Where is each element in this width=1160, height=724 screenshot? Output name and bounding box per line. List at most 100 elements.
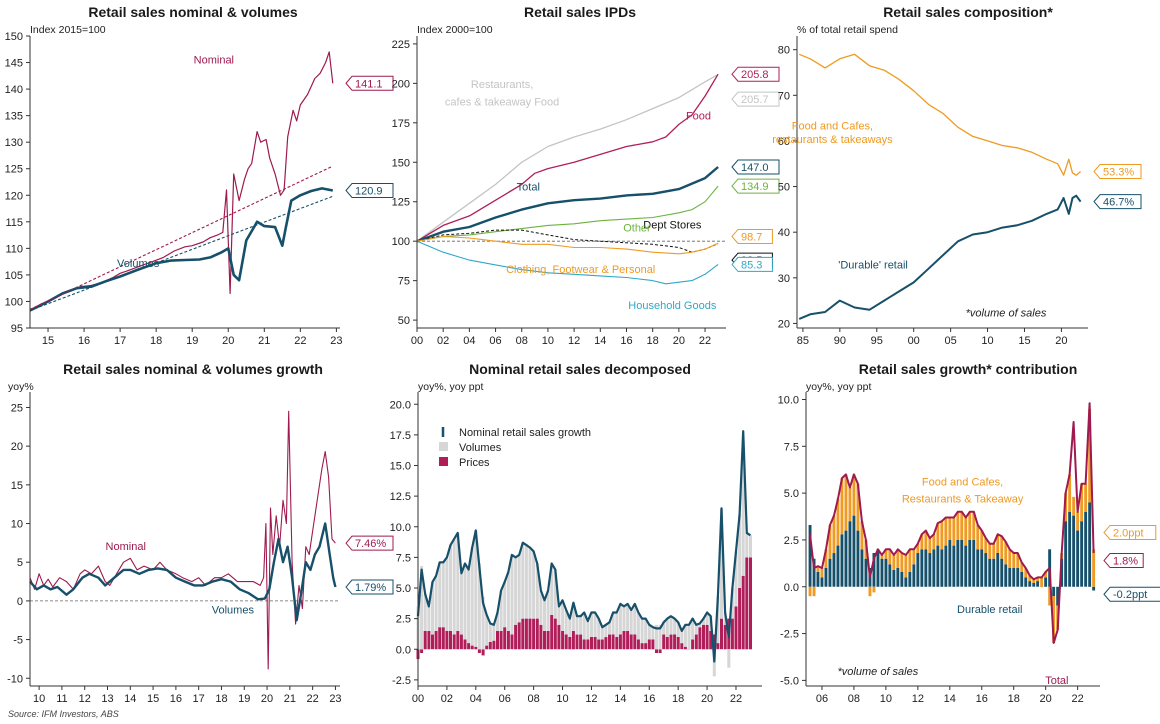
c6-bar-foodcafes (916, 543, 920, 554)
c5-bar-volbars (626, 603, 630, 631)
c5-bar-prices (477, 649, 481, 653)
c5-bar-prices (535, 618, 539, 650)
c6-ytick-label: -2.5 (780, 629, 799, 641)
c3-xtick-label: 10 (981, 335, 993, 347)
c5-bar-prices (734, 606, 738, 650)
c4-series-volumes-1 (29, 522, 337, 622)
c5-xtick-label: 16 (643, 693, 655, 705)
c5-bar-volbars (586, 621, 590, 640)
c6-bar-foodcafes (940, 521, 944, 550)
c5-legend-label: Nominal retail sales growth (459, 427, 591, 439)
c6-bar-foodcafes (824, 549, 828, 568)
c5-bar-prices (669, 634, 673, 650)
c5-bar-volbars (510, 554, 514, 635)
c2-value-label: 134.9 (741, 181, 769, 193)
c6-bar-foodcafes (1080, 483, 1084, 522)
c5-bar-volbars (474, 530, 478, 647)
c6-bar-durable (816, 571, 820, 587)
c6-bar-durable (1052, 586, 1056, 597)
c5-bar-prices (633, 634, 637, 650)
c2-ytick-label: 175 (392, 118, 410, 130)
c2-value-label: 85.3 (741, 259, 762, 271)
c3-ytick-label: 80 (778, 45, 790, 57)
c5-bar-volbars (716, 596, 720, 644)
c1-xtick-label: 21 (258, 335, 270, 347)
c6-bar-durable (1064, 521, 1068, 587)
c2-xtick-label: 02 (437, 335, 449, 347)
c6-bar-durable (1084, 511, 1088, 587)
c6-bar-foodcafes (840, 478, 844, 535)
chart-nominal-volumes-title: Retail sales nominal & volumes (88, 4, 298, 20)
c1-ytick-label: 135 (5, 111, 23, 123)
c5-bar-prices (441, 627, 445, 650)
c6-bar-durable (920, 549, 924, 587)
source-note: Source: IFM Investors, ABS (8, 709, 119, 719)
c6-bar-durable (948, 539, 952, 587)
c5-bar-volbars (499, 590, 503, 631)
c5-bar-volbars (571, 602, 575, 631)
c5-bar-prices (590, 637, 593, 650)
c6-bar-durable (988, 558, 992, 587)
c6-bar-foodcafes (860, 521, 864, 550)
c1-value-label-box (345, 182, 394, 198)
c5-ytick-label: 2.5 (396, 614, 411, 626)
c6-ytick-label: -5.0 (780, 675, 799, 687)
c2-ytick-label: 50 (398, 315, 410, 327)
c5-ytick-label: 0.0 (396, 644, 411, 656)
c6-bar-foodcafes (1020, 562, 1024, 572)
c5-bar-prices (488, 641, 492, 650)
c4-ytick-label: 15 (11, 480, 23, 492)
c5-bar-volbars (528, 547, 532, 619)
c6-bar-durable (904, 577, 908, 587)
c1-ytick-label: 145 (5, 58, 23, 70)
c6-bar-durable (936, 545, 940, 587)
c6-bar-durable (1044, 577, 1048, 587)
c3-annotation: *volume of sales (966, 308, 1047, 320)
c6-bar-foodcafes (976, 525, 980, 550)
c5-ytick-label: 7.5 (396, 552, 411, 564)
c2-value-label: 98.7 (741, 231, 762, 243)
c5-bar-prices (524, 618, 528, 650)
c6-bar-foodcafes (888, 549, 892, 565)
c5-bar-volbars (644, 618, 648, 644)
c6-bar-durable (916, 553, 920, 587)
c5-bar-volbars (557, 606, 561, 625)
c5-bar-prices (514, 624, 518, 650)
c5-bar-prices (481, 649, 485, 656)
c6-bar-foodcafes (980, 530, 984, 550)
c5-bar-volbars (702, 618, 705, 625)
c5-bar-volbars (546, 590, 550, 631)
c1-ytick-label: 110 (5, 243, 23, 255)
c2-annotation: Restaurants, (471, 79, 533, 91)
c3-annotation: restaurants & takeaways (772, 134, 893, 146)
c6-bar-durable (856, 530, 860, 587)
c5-bar-prices (622, 630, 626, 650)
c6-bar-foodcafes (968, 511, 972, 540)
c6-bar-durable (1068, 511, 1072, 587)
c6-bar-durable (860, 549, 864, 587)
c6-annotation: *volume of sales (838, 666, 919, 678)
c5-bar-volbars (470, 547, 474, 646)
c6-bar-foodcafes (844, 474, 848, 531)
c2-xtick-label: 04 (463, 335, 475, 347)
c6-bar-foodcafes (924, 530, 928, 550)
c1-ytick-label: 150 (5, 31, 23, 43)
c5-ytick-label: 17.5 (390, 430, 411, 442)
c5-bar-prices (571, 630, 575, 650)
c5-bar-prices (470, 645, 474, 650)
chart-nominal-volumes: Retail sales nominal & volumes Index 201… (5, 4, 394, 347)
c5-bar-prices (445, 630, 449, 650)
c1-xtick-label: 22 (294, 335, 306, 347)
c6-value-label: 1.8% (1113, 556, 1138, 568)
c6-value-label: -0.2ppt (1113, 589, 1147, 601)
c5-xtick-label: 14 (614, 693, 626, 705)
c5-legend-label: Volumes (459, 442, 502, 454)
c6-value-label: 2.0ppt (1113, 527, 1144, 539)
c5-bar-prices (492, 640, 496, 650)
c5-xtick-label: 00 (412, 693, 424, 705)
c5-bar-volbars (550, 563, 554, 615)
c3-ytick-label: 70 (778, 90, 790, 102)
c6-bar-foodcafes (880, 554, 884, 559)
c2-ytick-label: 75 (398, 276, 410, 288)
c5-bar-volbars (705, 612, 709, 625)
